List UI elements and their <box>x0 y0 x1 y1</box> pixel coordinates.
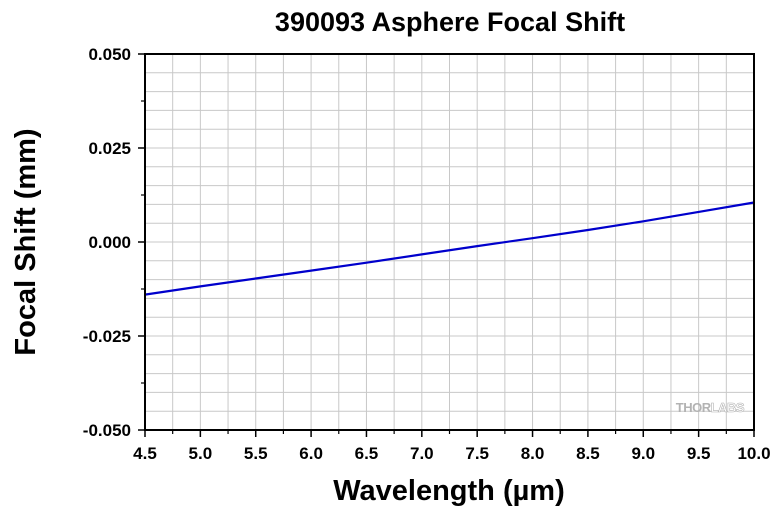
y-tick-labels: -0.050 -0.025 0.000 0.025 0.050 <box>83 45 131 440</box>
focal-shift-line <box>144 201 755 296</box>
x-tick-label: 6.5 <box>355 444 379 463</box>
x-tick-label: 7.0 <box>410 444 434 463</box>
y-axis-label: Focal Shift (mm) <box>10 128 42 355</box>
y-tick-label: -0.025 <box>83 327 131 346</box>
tick-marks <box>138 53 755 437</box>
watermark-labs: LABS <box>711 400 745 415</box>
x-tick-label: 7.5 <box>465 444 489 463</box>
y-tick-label: -0.050 <box>83 421 131 440</box>
y-tick-label: 0.025 <box>88 139 131 158</box>
x-tick-label: 9.5 <box>687 444 711 463</box>
x-axis-label: Wavelength (µm) <box>333 475 565 507</box>
x-tick-label: 6.0 <box>299 444 323 463</box>
x-tick-label: 9.0 <box>631 444 655 463</box>
x-tick-label: 10.0 <box>737 444 770 463</box>
x-tick-label: 5.5 <box>244 444 268 463</box>
grid-lines <box>145 54 754 430</box>
x-tick-label: 8.5 <box>576 444 600 463</box>
data-series <box>144 201 755 296</box>
x-tick-label: 5.0 <box>189 444 213 463</box>
y-tick-label: 0.050 <box>88 45 131 64</box>
watermark-thor: THOR <box>676 400 712 415</box>
x-tick-labels: 4.5 5.0 5.5 6.0 6.5 7.0 7.5 8.0 8.5 9.0 9.5 10.0 <box>133 444 770 463</box>
x-tick-label: 4.5 <box>133 444 157 463</box>
chart-title: 390093 Asphere Focal Shift <box>275 7 625 37</box>
y-tick-label: 0.000 <box>88 233 131 252</box>
x-tick-label: 8.0 <box>521 444 545 463</box>
thorlabs-watermark: THORLABS <box>676 400 745 415</box>
